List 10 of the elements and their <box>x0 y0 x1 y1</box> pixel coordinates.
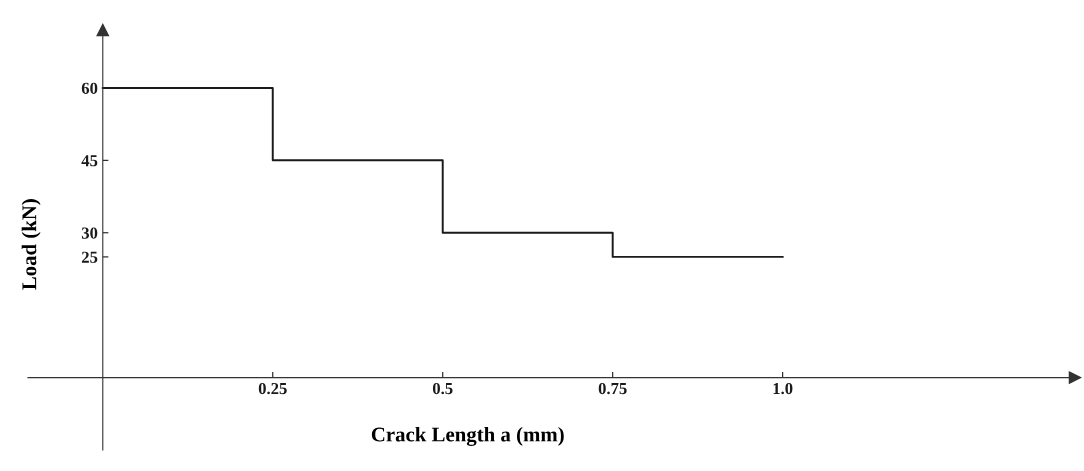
y-axis-title: Load (kN) <box>21 199 41 290</box>
x-tick-label: 0.25 <box>258 382 287 395</box>
x-axis-title: Crack Length a (mm) <box>371 426 564 446</box>
y-tick-label: 45 <box>81 155 98 167</box>
x-tick-label: 0.5 <box>432 382 453 395</box>
y-tick-label: 30 <box>81 227 98 239</box>
y-tick-label: 25 <box>81 251 98 263</box>
x-tick-label: 1.0 <box>773 382 793 395</box>
y-tick-label: 60 <box>81 82 98 94</box>
x-tick-label: 0.75 <box>598 382 627 395</box>
